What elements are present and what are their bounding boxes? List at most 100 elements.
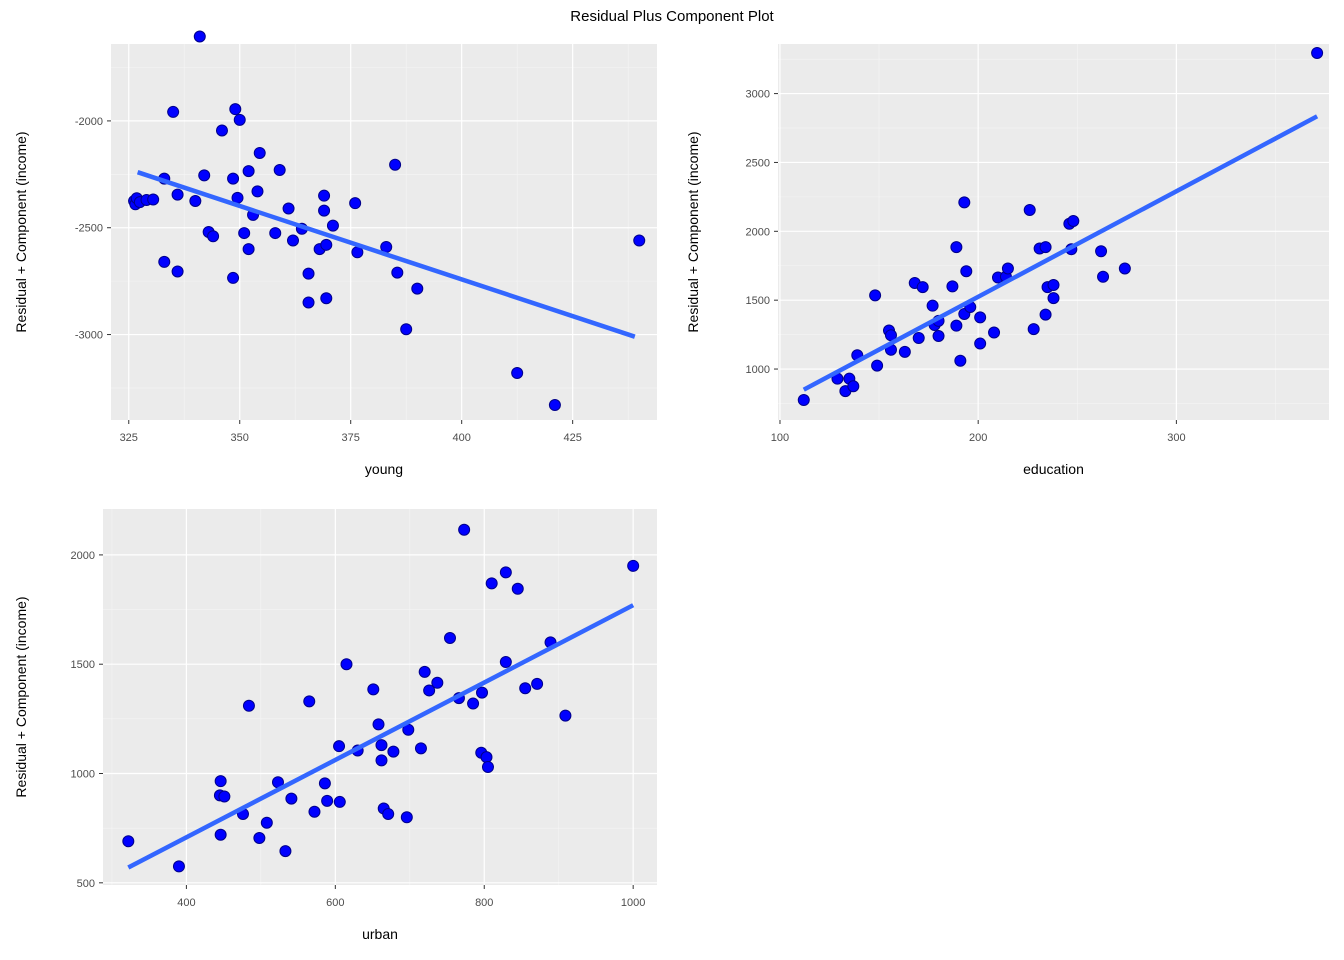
data-point	[974, 311, 987, 324]
data-point	[242, 165, 255, 178]
data-point	[214, 775, 227, 788]
panel-urban: 400 600 800 1000 500 1000 1500 2000 urban Residua…	[13, 509, 657, 942]
data-point	[318, 777, 331, 790]
data-point	[633, 234, 646, 247]
data-point	[1023, 203, 1036, 216]
data-point	[238, 227, 251, 240]
data-point	[273, 164, 286, 177]
panel-education: 100 200 300 1000 1500 2000 2500 3000 education Re…	[685, 44, 1329, 477]
y-tick-label: 1500	[746, 295, 770, 307]
data-point	[171, 265, 184, 278]
data-point	[302, 296, 315, 309]
x-axis-label: young	[365, 461, 403, 477]
data-point	[253, 146, 266, 159]
data-point	[476, 686, 489, 699]
data-point	[519, 682, 532, 695]
data-point	[548, 399, 561, 412]
x-tick-label: 425	[563, 432, 581, 444]
data-point	[627, 559, 640, 572]
data-point	[499, 566, 512, 579]
x-tick-label: 300	[1167, 432, 1185, 444]
data-point	[122, 835, 135, 848]
data-point	[333, 740, 346, 753]
y-axis-label: Residual + Component (income)	[13, 131, 29, 332]
fit-line	[136, 170, 636, 339]
data-point	[326, 219, 339, 232]
data-point	[1095, 245, 1108, 258]
x-tick-label: 325	[120, 432, 138, 444]
data-point	[411, 282, 424, 295]
x-axis-label: urban	[362, 926, 398, 942]
data-point	[318, 204, 331, 217]
data-point	[242, 699, 255, 712]
figure-title: Residual Plus Component Plot	[570, 8, 774, 25]
data-point	[974, 337, 987, 350]
data-point	[898, 345, 911, 358]
data-point	[481, 760, 494, 773]
data-point	[954, 354, 967, 367]
data-point	[320, 238, 333, 251]
data-point	[189, 195, 202, 208]
data-point	[1311, 46, 1324, 59]
data-point	[227, 172, 240, 185]
data-point	[869, 289, 882, 302]
data-point	[1039, 308, 1052, 321]
data-point	[279, 845, 292, 858]
data-point	[198, 169, 211, 182]
data-point	[950, 319, 963, 332]
data-point	[912, 332, 925, 345]
x-tick-label: 100	[771, 432, 789, 444]
data-point	[321, 794, 334, 807]
data-point	[242, 243, 255, 256]
data-point	[302, 267, 315, 280]
data-point	[260, 816, 273, 829]
data-point	[485, 577, 498, 590]
data-point	[171, 188, 184, 201]
data-point	[916, 281, 929, 294]
x-tick-label: 800	[475, 897, 493, 909]
data-point	[303, 695, 316, 708]
data-point	[167, 105, 180, 118]
data-point	[287, 234, 299, 247]
x-tick-label: 350	[231, 432, 249, 444]
data-point	[1047, 279, 1060, 292]
data-point	[1097, 270, 1110, 283]
data-point	[480, 751, 493, 764]
data-point	[458, 523, 471, 536]
data-point	[1118, 262, 1131, 275]
y-axis-label: Residual + Component (income)	[13, 596, 29, 797]
data-point	[367, 683, 380, 696]
x-tick-label: 600	[326, 897, 344, 909]
data-point	[349, 197, 362, 210]
y-tick-label: -3000	[75, 330, 103, 342]
data-point	[467, 697, 480, 710]
data-point	[147, 193, 160, 206]
panel-young: 325 350 375 400 425 -3000 -2500 -2000 young Resid…	[13, 30, 657, 477]
data-point	[871, 359, 884, 372]
x-tick-label: 400	[453, 432, 471, 444]
data-point	[207, 230, 220, 243]
data-point	[214, 828, 227, 841]
data-point	[391, 266, 404, 279]
y-axis-label: Residual + Component (income)	[685, 131, 701, 332]
data-point	[423, 684, 436, 697]
data-point	[233, 113, 246, 126]
data-point	[375, 739, 388, 752]
panel-background	[111, 44, 657, 420]
data-point	[282, 202, 295, 215]
y-tick-label: -2500	[75, 223, 103, 235]
data-point	[218, 790, 231, 803]
x-tick-label: 1000	[621, 897, 645, 909]
fit-line	[127, 603, 635, 870]
data-point	[932, 329, 945, 342]
data-point	[372, 718, 385, 731]
data-point	[418, 665, 431, 678]
data-point	[988, 326, 1001, 339]
x-axis-label: education	[1023, 461, 1084, 477]
data-point	[387, 745, 400, 758]
panel-background	[778, 44, 1329, 420]
data-point	[251, 185, 264, 198]
y-tick-label: -2000	[75, 116, 103, 128]
data-point	[960, 265, 973, 278]
y-tick-label: 500	[77, 878, 95, 890]
